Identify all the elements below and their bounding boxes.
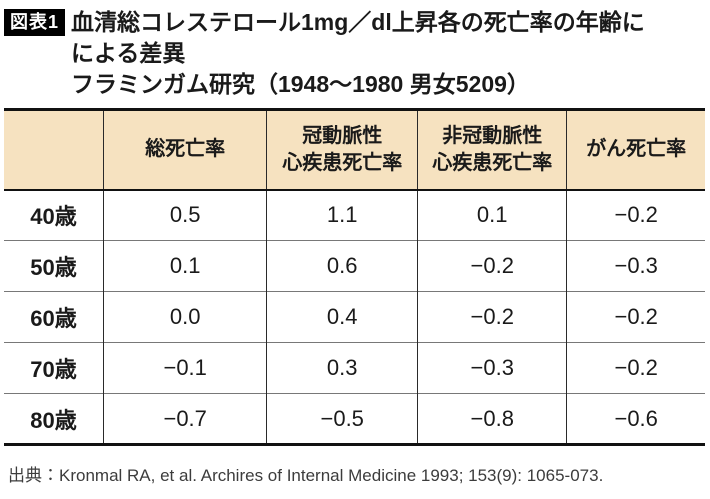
figure-title-line-1: 血清総コレステロール1mg／dl上昇各の死亡率の年齢に — [71, 9, 645, 35]
cell-value: 0.6 — [266, 240, 418, 292]
cell-value: −0.2 — [566, 342, 705, 394]
column-header-cancer-mortality: がん死亡率 — [566, 109, 705, 191]
cell-value: 0.4 — [266, 291, 418, 343]
mortality-table: 総死亡率 冠動脈性 心疾患死亡率 非冠動脈性 心疾患死亡率 がん死亡率 40歳 … — [4, 108, 705, 446]
column-header-age — [4, 109, 104, 191]
cell-value: 0.1 — [103, 240, 267, 292]
cell-value: −0.8 — [417, 393, 567, 445]
cell-value: −0.2 — [417, 291, 567, 343]
table-row: 40歳 0.5 1.1 0.1 −0.2 — [4, 189, 705, 241]
column-header-total-mortality: 総死亡率 — [103, 109, 267, 191]
table-row: 80歳 −0.7 −0.5 −0.8 −0.6 — [4, 393, 705, 445]
cell-value: 0.5 — [103, 189, 267, 241]
table-row: 70歳 −0.1 0.3 −0.3 −0.2 — [4, 342, 705, 394]
column-header-chd-mortality: 冠動脈性 心疾患死亡率 — [266, 109, 418, 191]
table-header-row: 総死亡率 冠動脈性 心疾患死亡率 非冠動脈性 心疾患死亡率 がん死亡率 — [4, 109, 705, 191]
cell-value: −0.5 — [266, 393, 418, 445]
row-header-age: 50歳 — [4, 240, 104, 292]
row-header-age: 70歳 — [4, 342, 104, 394]
row-header-age: 60歳 — [4, 291, 104, 343]
cell-value: 0.0 — [103, 291, 267, 343]
column-header-non-chd-mortality: 非冠動脈性 心疾患死亡率 — [417, 109, 567, 191]
cell-value: −0.2 — [566, 189, 705, 241]
table-row: 60歳 0.0 0.4 −0.2 −0.2 — [4, 291, 705, 343]
table-row: 50歳 0.1 0.6 −0.2 −0.3 — [4, 240, 705, 292]
cell-value: −0.6 — [566, 393, 705, 445]
figure-title: 血清総コレステロール1mg／dl上昇各の死亡率の年齢に による差異 フラミンガム… — [71, 7, 645, 100]
cell-value: 0.3 — [266, 342, 418, 394]
cell-value: −0.7 — [103, 393, 267, 445]
cell-value: −0.2 — [417, 240, 567, 292]
cell-value: −0.1 — [103, 342, 267, 394]
figure-title-line-2: による差異 — [71, 40, 186, 66]
row-header-age: 80歳 — [4, 393, 104, 445]
cell-value: 0.1 — [417, 189, 567, 241]
row-header-age: 40歳 — [4, 189, 104, 241]
figure-subtitle: フラミンガム研究（1948〜1980 男女5209） — [71, 71, 530, 97]
cell-value: 1.1 — [266, 189, 418, 241]
figure-title-block: 図表1 血清総コレステロール1mg／dl上昇各の死亡率の年齢に による差異 フラ… — [4, 7, 705, 100]
cell-value: −0.3 — [417, 342, 567, 394]
cell-value: −0.3 — [566, 240, 705, 292]
cell-value: −0.2 — [566, 291, 705, 343]
figure-number-badge: 図表1 — [4, 9, 66, 36]
source-citation: 出典：Kronmal RA, et al. Archires of Intern… — [8, 466, 604, 485]
